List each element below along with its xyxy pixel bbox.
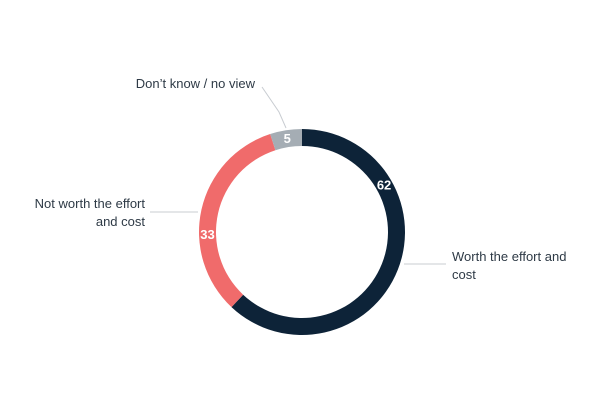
slices-layer [199, 129, 405, 335]
category-label: Not worth the effort and cost [35, 196, 146, 229]
category-labels-layer: Worth the effort and cost Not worth the ef… [35, 76, 567, 282]
donut-slice [270, 129, 302, 151]
category-label-line: Worth the effort and [452, 249, 566, 264]
category-label: Worth the effort and cost [452, 249, 566, 282]
leader-line [261, 86, 287, 129]
category-label-line: and cost [96, 214, 146, 229]
category-label-line: Don’t know / no view [136, 76, 256, 91]
donut-slice [231, 129, 405, 335]
donut-slice [199, 134, 276, 308]
slice-values-layer: 62 33 5 [200, 131, 391, 242]
slice-value-label: 62 [377, 178, 391, 193]
leader-lines-layer [150, 86, 446, 265]
slice-value-label: 33 [200, 227, 214, 242]
slice-value-label: 5 [284, 131, 291, 146]
category-label: Don’t know / no view [136, 76, 256, 91]
category-label-line: cost [452, 267, 476, 282]
category-label-line: Not worth the effort [35, 196, 146, 211]
